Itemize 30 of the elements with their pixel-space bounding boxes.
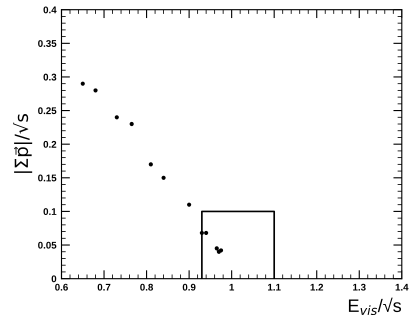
y-tick-label: 0.4 [44,6,57,14]
point [130,122,134,126]
x-tick-label: 1.4 [396,284,409,291]
point [114,115,119,120]
x-tick-label: 1.2 [310,284,324,291]
x-tick-label: 1.1 [268,284,281,291]
y-tick-label: 0.15 [38,174,56,182]
point [93,88,98,92]
y-tick-label: 0.1 [44,208,56,216]
point [148,162,153,166]
point [204,230,208,236]
y-tick-label: 0.25 [38,107,56,114]
y-tick-label: 0 [52,275,56,282]
x-axis-title: E$_{vis}$/√s [348,298,402,316]
point [218,248,224,252]
point [187,202,192,207]
x-tick-label: 0.9 [182,284,196,291]
y-tick-label: 0.3 [44,74,56,81]
point [80,82,85,86]
x-tick-label: 0.6 [55,284,68,291]
y-tick-label: 0.35 [38,40,56,47]
y-axis-title: |Σp⃗|/√s [13,114,32,173]
point [162,176,166,180]
y-tick-label: 0.2 [44,140,56,148]
point [214,246,219,250]
x-tick-label: 0.7 [98,284,110,291]
x-tick-label: 1.3 [353,284,366,291]
x-tick-label: 0.8 [140,284,154,291]
y-tick-label: 0.05 [38,242,56,249]
x-tick-label: 1 [230,284,234,291]
